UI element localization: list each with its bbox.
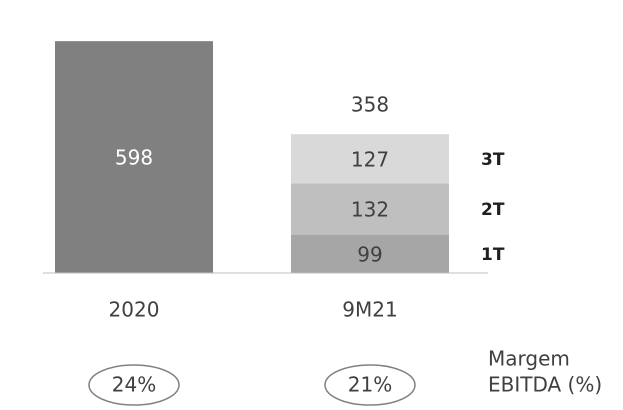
value-label: 598 xyxy=(115,146,153,170)
margin-title: EBITDA (%) xyxy=(488,373,602,397)
margin-label: 24% xyxy=(112,373,156,397)
x-tick-label: 9M21 xyxy=(342,298,397,322)
margin-title: Margem xyxy=(488,347,570,371)
value-label: 132 xyxy=(351,198,389,222)
total-label: 358 xyxy=(351,93,389,117)
margin-ellipse xyxy=(88,364,180,406)
bar-segment xyxy=(291,134,449,184)
series-label: 2T xyxy=(481,200,505,220)
series-label: 1T xyxy=(481,245,505,265)
bar-segment xyxy=(291,234,449,273)
value-label: 99 xyxy=(357,242,382,266)
value-label: 127 xyxy=(351,147,389,171)
margin-label: 21% xyxy=(348,373,392,397)
bar-segment xyxy=(55,41,213,273)
bar-segment xyxy=(291,183,449,235)
margin-ellipse xyxy=(324,364,416,406)
x-tick-label: 2020 xyxy=(109,298,160,322)
series-label: 3T xyxy=(481,150,505,170)
